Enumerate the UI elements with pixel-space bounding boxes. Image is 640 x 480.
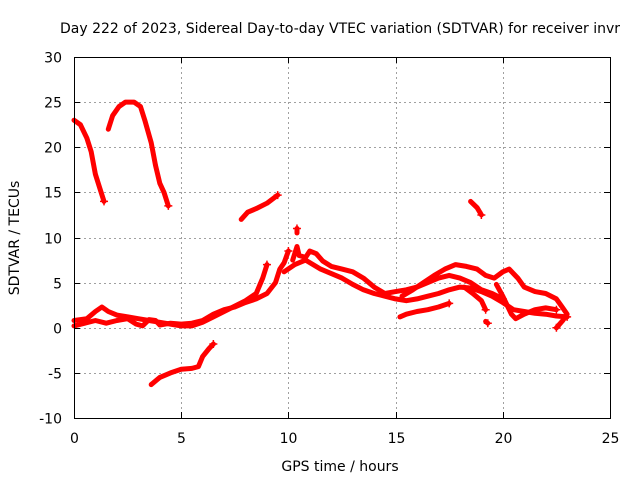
series-arc-9 [281,257,570,320]
series-arc-6 [71,262,270,329]
series-arc-11 [399,262,570,331]
series-end-marker [273,191,282,200]
data-series [71,99,572,388]
series-arc-10 [397,300,452,320]
y-tick-label: -10 [39,412,62,428]
y-axis-label: SDTVAR / TECUs [7,181,23,296]
series-arc-8 [290,244,506,302]
x-axis-label: GPS time / hours [281,459,398,475]
x-tick-label: 15 [388,431,406,447]
series-arc-12 [461,284,489,313]
series-end-marker [100,197,109,206]
series-arc-4 [238,192,281,222]
series-end-marker [445,299,454,308]
x-tick-label: 5 [177,431,186,447]
x-tick-label: 25 [602,431,620,447]
series-end-marker [209,339,218,348]
series-end-marker [483,319,492,328]
y-tick-label: 0 [53,322,62,338]
series-arc-3 [148,341,216,388]
y-tick-label: -5 [48,367,62,383]
y-tick-label: 25 [44,96,62,112]
x-tick-label: 10 [280,431,298,447]
series-end-marker [292,224,301,233]
x-axis-ticks: 0 5 10 15 20 25 [70,57,619,447]
x-tick-label: 0 [70,431,79,447]
y-tick-label: 30 [44,51,62,67]
series-end-marker [552,305,561,314]
series-arc-7 [71,248,291,329]
x-tick-label: 20 [495,431,513,447]
series-end-marker [552,323,561,332]
series-arc-1 [71,117,107,204]
series-arc-13 [493,281,559,322]
y-tick-label: 5 [53,277,62,293]
y-axis-ticks: -10 -5 0 5 10 15 20 25 30 [39,51,610,428]
grid-lines [74,57,610,418]
series-arc-5 [468,198,484,218]
y-tick-label: 15 [44,186,62,202]
series-end-marker [481,305,490,314]
series-end-marker [164,201,173,210]
chart-title: Day 222 of 2023, Sidereal Day-to-day VTE… [60,21,620,37]
y-tick-label: 10 [44,232,62,248]
series-end-marker [284,247,293,256]
series-end-marker [477,210,486,219]
y-tick-label: 20 [44,141,62,157]
series-arc-2 [105,99,171,209]
series-end-marker [262,260,271,269]
